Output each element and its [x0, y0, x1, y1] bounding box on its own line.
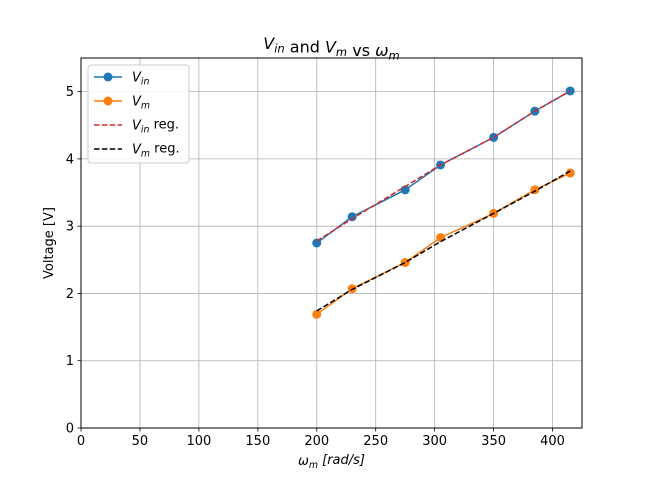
legend: Vin Vm Vin reg. Vm reg.	[87, 64, 190, 164]
legend-item-vm_reg: Vm reg.	[94, 141, 180, 159]
legend-item-vin_reg: Vin reg.	[94, 117, 179, 135]
series-vm_reg	[316, 170, 571, 312]
series-line-vin_reg	[316, 90, 571, 242]
x-tick-label: 100	[186, 434, 211, 449]
x-axis-label: ωm [rad/s]	[298, 453, 365, 471]
y-tick-label: 0	[66, 422, 74, 437]
x-tick-label: 50	[132, 434, 149, 449]
data-point-vin	[347, 212, 357, 222]
legend-box	[87, 64, 190, 164]
plot-series	[312, 86, 575, 319]
plot-frame	[80, 57, 583, 429]
legend-label: Vin	[132, 71, 150, 88]
y-tick-label: 4	[66, 152, 74, 167]
data-point-vin	[312, 238, 322, 248]
x-tick-label: 300	[422, 434, 447, 449]
y-axis-label: Voltage [V]	[42, 207, 57, 279]
y-tick-label: 5	[66, 85, 74, 100]
data-point-vm	[565, 168, 575, 178]
y-tick-label: 3	[66, 220, 74, 235]
legend-item-vm: Vm	[94, 95, 150, 112]
x-tick-label: 250	[363, 434, 388, 449]
legend-label: Vm	[132, 95, 150, 112]
legend-marker	[103, 96, 113, 106]
x-tick-label: 200	[304, 434, 329, 449]
x-tick-label: 400	[540, 434, 565, 449]
y-tick-label: 2	[66, 287, 74, 302]
x-tick-label: 350	[481, 434, 506, 449]
data-point-vin	[400, 185, 410, 195]
legend-item-vin: Vin	[94, 71, 150, 88]
axis-ticks: 0 50 100 150 200 250 300 350 400 0 1 2 3 4 5	[66, 85, 565, 449]
series-line-vm_reg	[316, 170, 571, 312]
legend-marker	[103, 72, 113, 82]
data-point-vm	[312, 309, 322, 319]
legend-label: Vin reg.	[132, 117, 179, 135]
chart-title: Vin and Vm vs ωm	[263, 34, 400, 62]
data-point-vin	[489, 132, 499, 142]
legend-label: Vm reg.	[132, 141, 180, 159]
y-tick-label: 1	[66, 354, 74, 369]
series-vin_reg	[316, 90, 571, 242]
x-tick-label: 0	[77, 434, 85, 449]
data-point-vm	[400, 258, 410, 268]
x-tick-label: 150	[245, 434, 270, 449]
